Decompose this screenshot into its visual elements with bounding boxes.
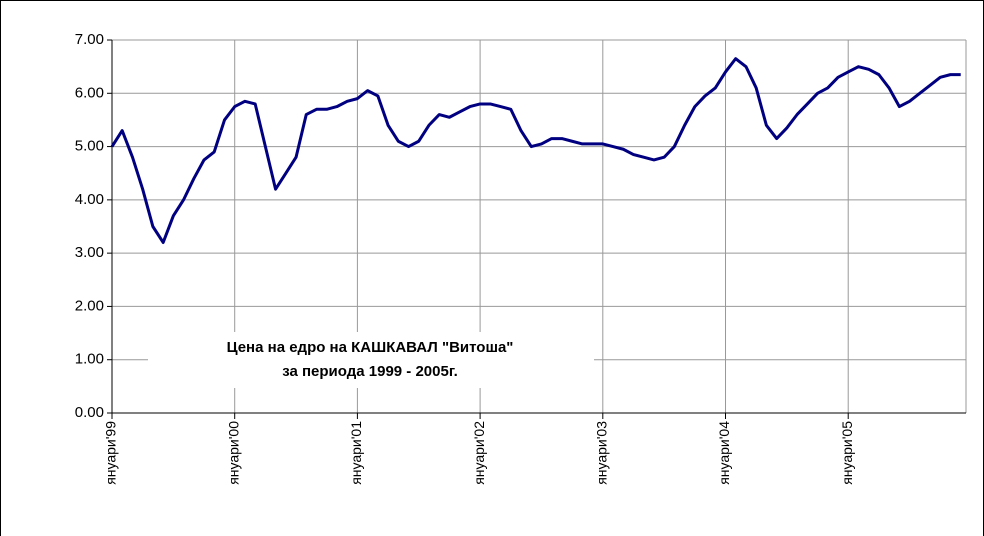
annotation-box [148,332,594,388]
data-line [110,57,961,244]
y-tick-label: 1.00 [75,351,104,368]
y-tick-label: 6.00 [75,84,104,101]
y-tick-label: 7.00 [75,31,104,48]
x-tick-label: януари'02 [471,421,487,485]
x-tick-label: януари'05 [839,421,855,485]
annotation: за периода 1999 - 2005г. [282,363,458,380]
x-tick-label: януари'03 [594,421,610,485]
y-tick-label: 3.00 [75,244,104,261]
x-tick-label: януари'99 [103,421,119,485]
y-tick-label: 2.00 [75,297,104,314]
x-tick-label: януари'01 [348,421,364,485]
annotation: Цена на едро на КАШКАВАЛ "Витоша" [227,339,514,356]
y-tick-label: 5.00 [75,138,104,155]
x-tick-label: януари'00 [225,421,241,485]
y-tick-label: 4.00 [75,191,104,208]
y-tick-label: 0.00 [75,404,104,421]
x-tick-label: януари'04 [716,421,732,485]
